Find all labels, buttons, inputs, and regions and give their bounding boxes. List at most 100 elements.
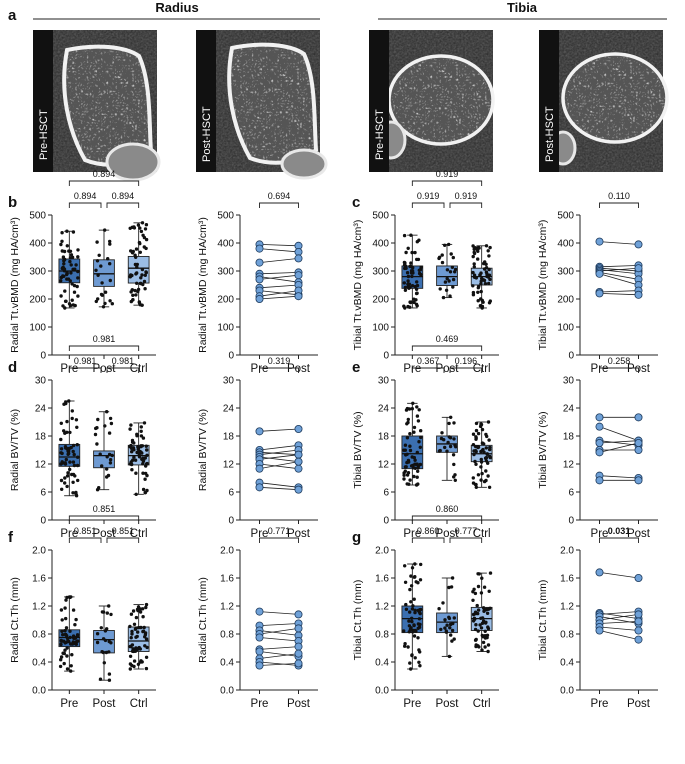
data-point: [139, 625, 143, 630]
y-tick-label: 0: [568, 351, 574, 362]
data-point: [64, 400, 68, 404]
pre-point: [595, 476, 604, 485]
x-tick-label: Pre: [60, 528, 78, 540]
data-point: [474, 462, 478, 466]
data-point: [437, 449, 442, 453]
data-point: [144, 666, 149, 671]
y-tick-label: 400: [217, 239, 234, 250]
bracket-line: [599, 202, 639, 208]
data-point: [439, 436, 444, 441]
data-point: [74, 617, 78, 622]
data-point: [483, 629, 487, 633]
data-point: [419, 435, 423, 440]
data-point: [484, 478, 488, 483]
data-point: [448, 436, 453, 440]
box-iqr: [127, 255, 150, 284]
data-point: [410, 250, 414, 255]
data-point: [415, 280, 419, 284]
data-point: [450, 639, 454, 643]
y-tick-label: 12: [563, 460, 575, 471]
data-point: [448, 626, 452, 630]
pvalue-bracket: 0.919: [411, 169, 483, 186]
pre-point: [595, 413, 604, 422]
pre-point: [255, 647, 264, 656]
data-point: [141, 487, 146, 492]
y-axis-label: Tibial Tt.vBMD (mg HA/cm³): [537, 220, 549, 351]
pvalue-label: 0.469: [436, 334, 459, 344]
pair-line: [259, 456, 299, 463]
data-point: [486, 249, 490, 253]
post-point: [634, 574, 643, 583]
data-point: [408, 478, 412, 482]
data-point: [402, 629, 406, 633]
data-point: [480, 427, 485, 432]
data-point: [141, 456, 145, 460]
data-point: [128, 427, 132, 431]
pvalue-bracket: 0.894: [106, 191, 140, 208]
data-point: [140, 267, 145, 272]
data-point: [478, 424, 483, 429]
data-point: [143, 644, 147, 648]
x-tick-label: Pre: [251, 698, 269, 710]
data-point: [71, 230, 76, 234]
y-tick-label: 18: [378, 432, 390, 443]
data-point: [487, 485, 492, 489]
data-point: [138, 226, 142, 230]
data-point: [411, 401, 415, 405]
y-tick-label: 300: [217, 267, 234, 278]
data-point: [70, 472, 74, 477]
data-point: [479, 616, 483, 620]
data-point: [407, 286, 411, 290]
box-post: [93, 604, 115, 682]
data-point: [109, 421, 114, 426]
y-tick-label: 0: [228, 516, 234, 527]
data-point: [486, 625, 490, 629]
pvalue-label: 0.258: [608, 356, 631, 366]
data-point: [476, 473, 481, 477]
data-point: [486, 649, 490, 654]
y-tick-label: 1.2: [375, 602, 389, 613]
data-point: [63, 606, 67, 610]
data-point: [75, 633, 80, 637]
data-point: [482, 585, 487, 589]
data-point: [449, 585, 454, 589]
data-point: [107, 678, 112, 682]
data-point: [141, 282, 145, 287]
chart-b-box: b Radial Tt.vBMD (mg HA/cm³) 0 100 200 300 400…: [8, 169, 156, 375]
data-point: [443, 626, 447, 630]
y-axis-label: Radial BV/TV (%): [9, 409, 21, 491]
y-axis-label: Radial BV/TV (%): [197, 409, 209, 491]
data-point: [143, 287, 147, 291]
data-point: [452, 475, 456, 479]
y-tick-label: 0.0: [32, 686, 46, 697]
bracket-line: [106, 537, 140, 543]
pvalue-bracket: 0.894: [68, 191, 102, 208]
data-point: [103, 301, 107, 306]
pvalue-label: 0.981: [74, 356, 97, 366]
data-point: [63, 648, 67, 652]
data-point: [69, 271, 73, 275]
post-point: [294, 610, 303, 619]
pair-line: [259, 463, 299, 470]
data-point: [95, 259, 100, 263]
data-point: [479, 289, 483, 294]
y-axis-label: Radial Tt.vBMD (mg HA/cm³): [197, 217, 209, 353]
pair-line: [259, 276, 299, 283]
data-point: [134, 272, 138, 276]
x-tick-label: Post: [92, 363, 116, 375]
data-point: [479, 591, 484, 595]
data-point: [471, 270, 475, 275]
data-point: [76, 478, 80, 483]
data-point: [480, 471, 484, 476]
box-pre: [58, 399, 81, 498]
post-point: [294, 659, 303, 668]
data-point: [138, 660, 143, 664]
data-point: [481, 640, 486, 645]
data-point: [410, 607, 415, 611]
bracket-line: [259, 537, 299, 543]
data-point: [446, 440, 450, 445]
data-point: [132, 622, 137, 626]
data-point: [136, 662, 141, 666]
data-point: [416, 469, 420, 473]
box-pre: [58, 229, 81, 310]
